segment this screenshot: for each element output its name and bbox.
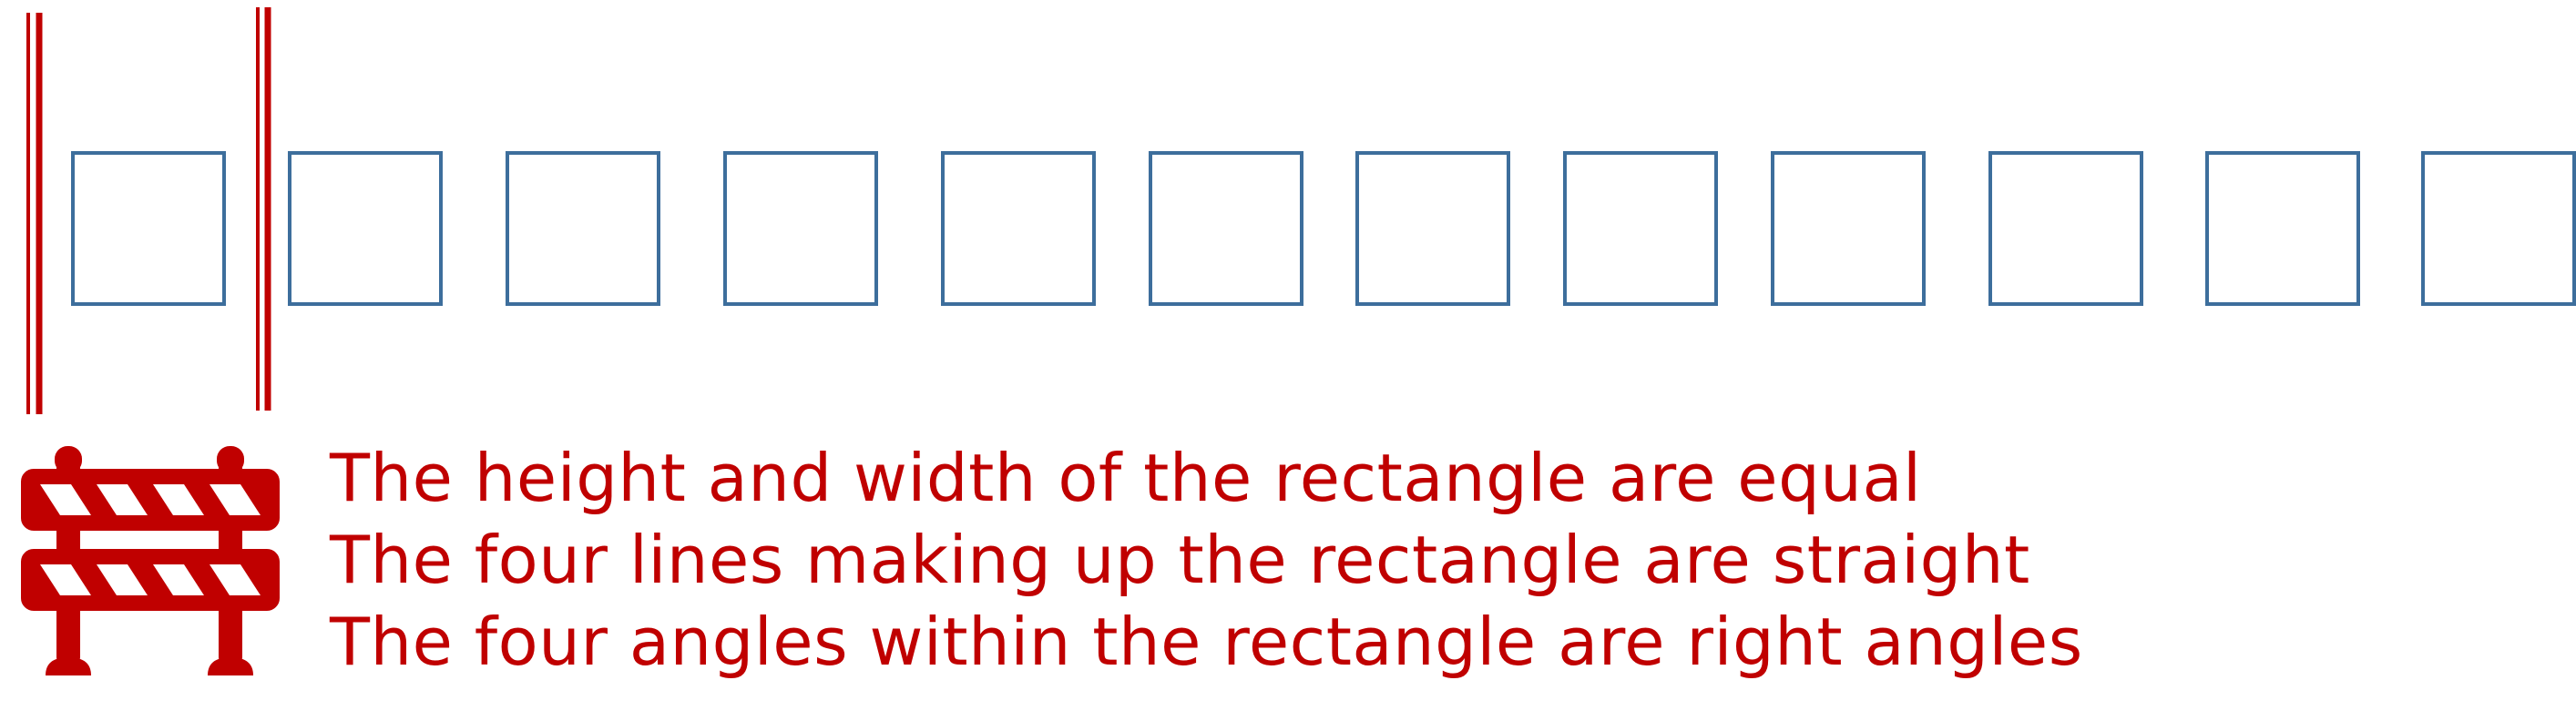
- square-12: [2421, 151, 2576, 306]
- caption-line-3: The four angles within the rectangle are…: [330, 604, 2083, 680]
- caption-line-2: The four lines making up the rectangle a…: [330, 522, 2030, 598]
- square-1: [71, 151, 226, 306]
- caption-list: The height and width of the rectangle ar…: [330, 437, 2516, 683]
- square-8: [1563, 151, 1718, 306]
- square-7: [1355, 151, 1510, 306]
- square-9: [1771, 151, 1926, 306]
- square-row: [71, 151, 2576, 306]
- bracket-lines: [26, 7, 271, 414]
- road-barrier-icon: [21, 446, 280, 675]
- square-5: [941, 151, 1096, 306]
- square-6: [1149, 151, 1303, 306]
- square-11: [2205, 151, 2360, 306]
- square-4: [723, 151, 878, 306]
- square-2: [288, 151, 443, 306]
- square-3: [506, 151, 660, 306]
- caption-line-1: The height and width of the rectangle ar…: [330, 440, 1922, 516]
- square-10: [1988, 151, 2143, 306]
